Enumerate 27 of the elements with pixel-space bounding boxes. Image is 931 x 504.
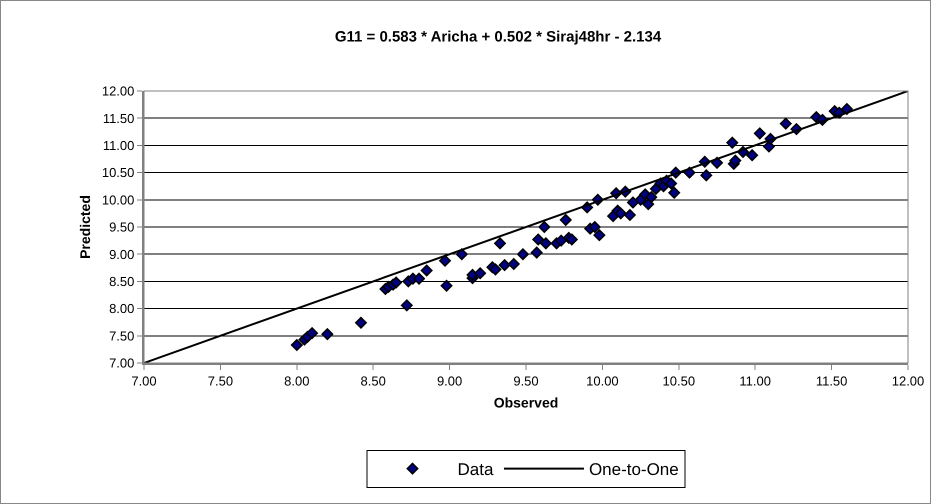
x-tick-label: 10.50 — [662, 374, 696, 389]
legend-label: Data — [458, 460, 494, 480]
chart-title: G11 = 0.583 * Aricha + 0.502 * Siraj48hr - 2.134 — [334, 28, 662, 46]
y-tick-label: 12.00 — [102, 84, 134, 99]
y-tick-label: 10.00 — [102, 192, 134, 208]
y-tick-label: 7.00 — [109, 356, 134, 371]
x-tick-label: 11.00 — [739, 374, 771, 389]
x-tick-label: 9.00 — [436, 374, 462, 389]
x-tick-label: 8.50 — [360, 374, 386, 389]
y-axis-title: Predicted — [76, 195, 93, 259]
x-tick-label: 12.00 — [892, 374, 924, 389]
x-tick-label: 10.00 — [586, 374, 619, 389]
x-tick-label: 9.50 — [513, 374, 539, 389]
x-tick-label: 11.50 — [816, 374, 848, 389]
y-tick-label: 11.00 — [102, 138, 134, 153]
x-axis-title: Observed — [494, 394, 558, 410]
x-tick-label: 7.50 — [208, 374, 234, 389]
y-tick-label: 10.50 — [102, 165, 134, 180]
y-tick-label: 9.00 — [109, 246, 134, 262]
y-tick-label: 7.50 — [109, 328, 134, 344]
x-tick-label: 7.00 — [131, 374, 157, 389]
y-tick-label: 11.50 — [102, 110, 134, 126]
y-tick-label: 8.00 — [109, 301, 134, 316]
x-tick-label: 8.00 — [284, 374, 310, 389]
legend-label: One-to-One — [588, 460, 679, 480]
y-tick-label: 9.50 — [109, 220, 134, 235]
y-tick-label: 8.50 — [109, 274, 134, 289]
